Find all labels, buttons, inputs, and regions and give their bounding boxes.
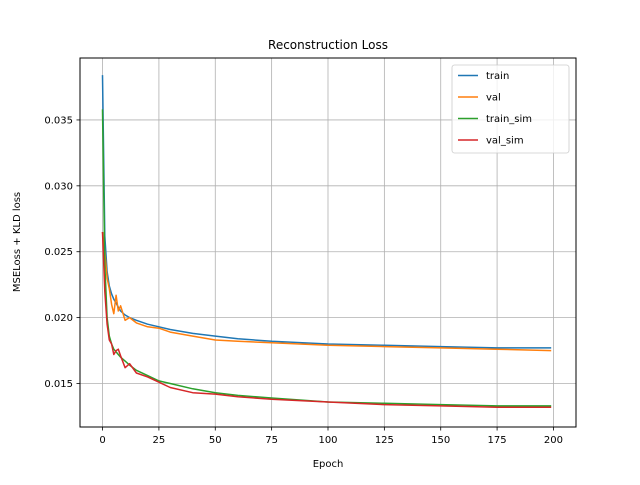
legend-label: val_sim (486, 136, 524, 147)
legend-label: train (486, 71, 509, 82)
x-tick-label: 175 (488, 435, 507, 446)
legend-box (451, 64, 570, 154)
series-line-val_sim (101, 231, 552, 408)
x-tick-label: 0 (99, 435, 105, 446)
y-tick-label: 0.015 (44, 379, 73, 390)
y-tick-label: 0.030 (44, 181, 73, 192)
x-tick-label: 125 (375, 435, 394, 446)
y-axis: 0.015 0.020 0.025 0.030 0.035 (44, 115, 80, 390)
y-tick-label: 0.020 (44, 313, 73, 324)
legend: train val train_sim val_sim (451, 64, 570, 154)
x-tick-label: 150 (431, 435, 450, 446)
y-axis-label: MSELoss + KLD loss (12, 192, 23, 292)
series-line-train (101, 75, 552, 349)
x-tick-label: 100 (318, 435, 337, 446)
series-line-val (101, 231, 552, 352)
x-tick-label: 200 (544, 435, 563, 446)
series-layer (101, 75, 552, 408)
legend-label: train_sim (486, 114, 532, 125)
y-tick-label: 0.035 (44, 115, 73, 126)
x-axis: 0 25 50 75 100 125 150 175 200 (99, 427, 563, 446)
x-tick-label: 75 (265, 435, 278, 446)
chart-title: Reconstruction Loss (268, 38, 388, 52)
x-tick-label: 50 (209, 435, 222, 446)
y-tick-label: 0.025 (44, 247, 73, 258)
x-tick-label: 25 (153, 435, 166, 446)
x-axis-label: Epoch (313, 459, 344, 470)
legend-label: val (486, 93, 501, 104)
